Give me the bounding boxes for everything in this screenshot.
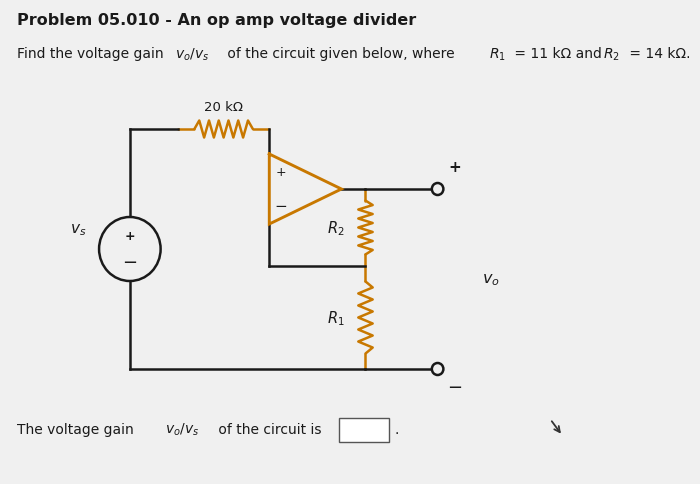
Text: $R_1$: $R_1$ <box>489 47 505 63</box>
Text: of the circuit is: of the circuit is <box>214 422 326 436</box>
Text: +: + <box>449 160 461 175</box>
Text: of the circuit given below, where: of the circuit given below, where <box>223 47 459 61</box>
Text: 20 kΩ: 20 kΩ <box>204 101 243 114</box>
FancyBboxPatch shape <box>339 418 389 442</box>
Text: = 11 kΩ and: = 11 kΩ and <box>510 47 606 61</box>
Text: $v_o/v_s$: $v_o/v_s$ <box>165 421 199 438</box>
Circle shape <box>432 363 443 375</box>
Text: The voltage gain: The voltage gain <box>18 422 139 436</box>
Text: $v_o$: $v_o$ <box>482 272 499 287</box>
Circle shape <box>432 183 443 196</box>
Text: $R_2$: $R_2$ <box>327 219 344 237</box>
Circle shape <box>99 217 160 281</box>
Text: $R_2$: $R_2$ <box>603 47 620 63</box>
Text: $R_1$: $R_1$ <box>327 308 344 327</box>
Text: $v_o/v_s$: $v_o/v_s$ <box>175 47 209 63</box>
Text: $v_s$: $v_s$ <box>70 222 87 237</box>
Text: +: + <box>125 230 135 243</box>
Text: +: + <box>276 166 286 179</box>
Text: Problem 05.010 - An op amp voltage divider: Problem 05.010 - An op amp voltage divid… <box>18 13 416 28</box>
Text: .: . <box>394 422 399 436</box>
Text: Find the voltage gain: Find the voltage gain <box>18 47 168 61</box>
Text: −: − <box>122 254 137 272</box>
Text: = 14 kΩ.: = 14 kΩ. <box>625 47 691 61</box>
Text: −: − <box>274 199 287 214</box>
Text: −: − <box>447 378 463 396</box>
